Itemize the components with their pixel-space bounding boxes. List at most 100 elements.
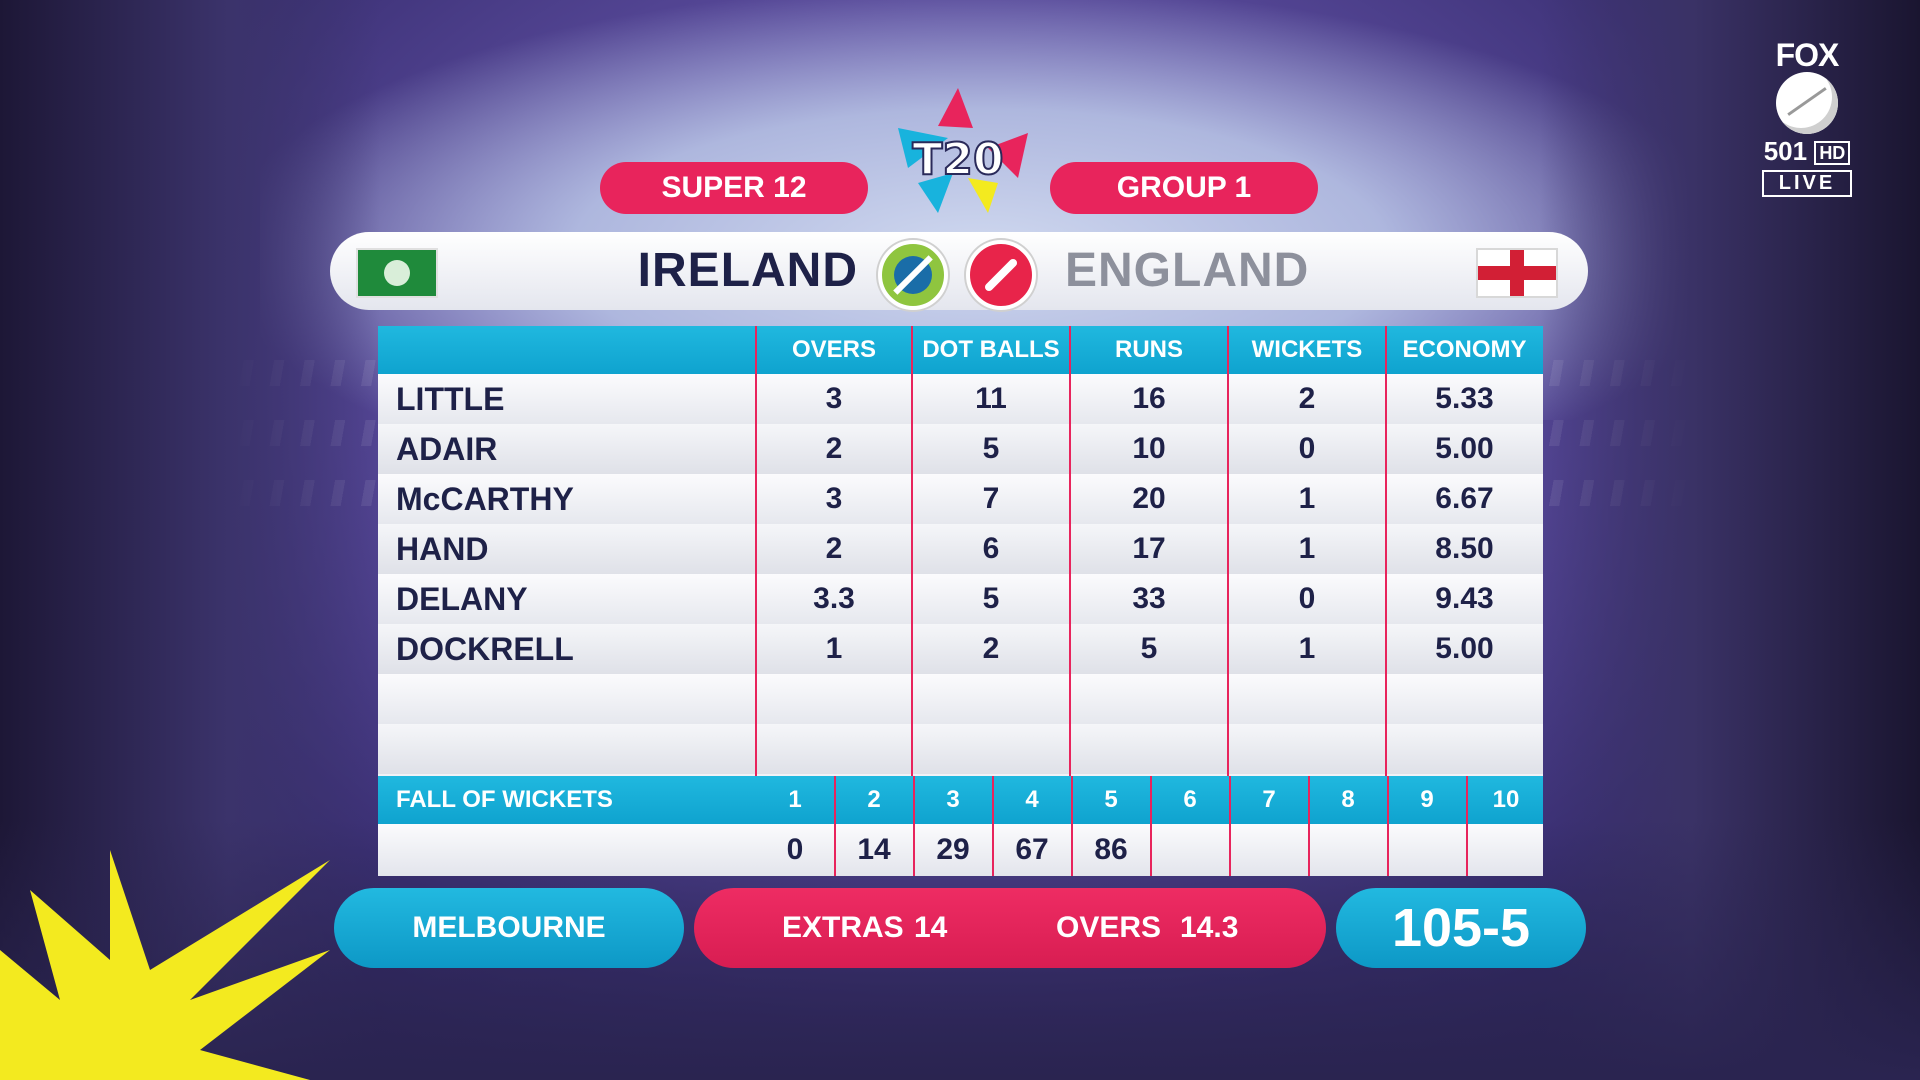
group-pill: GROUP 1: [1050, 162, 1318, 214]
overs-label: OVERS: [1056, 911, 1162, 944]
wicket-number: 10: [1492, 786, 1520, 813]
economy-cell: 5.00: [1435, 632, 1494, 665]
bowler-name: DELANY: [396, 581, 528, 617]
wicket-number: 7: [1262, 786, 1276, 813]
column-runs: RUNS: [1114, 336, 1183, 363]
overs-cell: 1: [825, 632, 843, 665]
table-row: DELANY 3.3 5 33 0 9.43: [378, 574, 1543, 624]
column-divider: [755, 326, 757, 876]
overs-cell: 2: [825, 432, 843, 465]
bowler-name: ADAIR: [396, 431, 498, 467]
bowling-figures-table: OVERS DOT BALLS RUNS WICKETS ECONOMY LIT…: [378, 326, 1543, 876]
fall-of-wickets-label: FALL OF WICKETS: [396, 786, 613, 813]
economy-cell: 8.50: [1435, 532, 1494, 565]
column-economy: ECONOMY: [1402, 336, 1527, 363]
column-wickets: WICKETS: [1251, 336, 1363, 363]
extras-overs-bar: EXTRAS 14 OVERS 14.3: [694, 888, 1326, 968]
dot-balls-cell: 5: [982, 582, 1000, 615]
column-divider: [1387, 776, 1389, 876]
fall-of-wickets-values: 0 14 29 67 86: [378, 824, 1543, 876]
table-row: McCARTHY 3 7 20 1 6.67: [378, 474, 1543, 524]
column-divider: [1069, 326, 1071, 876]
runs-cell: 33: [1132, 582, 1166, 615]
economy-cell: 5.00: [1435, 432, 1494, 465]
england-flag-icon: [1476, 248, 1558, 298]
overs-cell: 3: [825, 382, 843, 415]
ball-icon: [966, 240, 1036, 310]
wicket-score: 14: [857, 833, 891, 866]
live-badge: LIVE: [1762, 170, 1852, 198]
dot-balls-cell: 5: [982, 432, 1000, 465]
overs-value: 14.3: [1180, 911, 1239, 944]
teams-banner: IRELAND ENGLAND: [330, 232, 1588, 310]
ireland-flag-icon: [356, 248, 438, 298]
table-row: HAND 2 6 17 1 8.50: [378, 524, 1543, 574]
bat-icon: [878, 240, 948, 310]
quality-badge: HD: [1814, 141, 1851, 166]
wicket-score: [1151, 824, 1229, 876]
extras-label: EXTRAS: [782, 911, 904, 944]
runs-cell: 17: [1132, 532, 1166, 565]
wickets-cell: 2: [1298, 382, 1316, 415]
wickets-cell: 1: [1298, 532, 1316, 565]
fall-of-wickets-header: FALL OF WICKETS 1 2 3 4 5 6 7 8 9 10: [378, 776, 1543, 824]
cricket-ball-icon: [1776, 72, 1838, 134]
column-divider: [992, 776, 994, 876]
overs-cell: 3: [825, 482, 843, 515]
t20-world-cup-logo: T20: [898, 88, 1028, 213]
column-divider: [1308, 776, 1310, 876]
bowler-name: HAND: [396, 531, 489, 567]
extras-value: 14: [914, 911, 948, 944]
bowling-team-name: ENGLAND: [1065, 244, 1310, 297]
svg-text:T20: T20: [912, 134, 1003, 185]
column-overs: OVERS: [791, 336, 877, 363]
column-divider: [1071, 776, 1073, 876]
overs-cell: 2: [825, 532, 843, 565]
wicket-score: 0: [786, 833, 804, 866]
bowler-name: McCARTHY: [396, 481, 574, 517]
table-row: LITTLE 3 11 16 2 5.33: [378, 374, 1543, 424]
total-score: 105-5: [1336, 888, 1586, 968]
runs-cell: 16: [1132, 382, 1166, 415]
wicket-number: 8: [1341, 786, 1355, 813]
column-dot-balls: DOT BALLS: [922, 336, 1060, 363]
broadcaster-brand: FOX: [1775, 37, 1840, 73]
runs-cell: 20: [1132, 482, 1166, 515]
dot-balls-cell: 7: [982, 482, 1000, 515]
wicket-score: 67: [1015, 833, 1049, 866]
wicket-score: [1388, 824, 1466, 876]
wicket-score: 86: [1094, 833, 1128, 866]
wickets-cell: 0: [1298, 582, 1316, 615]
runs-cell: 10: [1132, 432, 1166, 465]
overs-cell: 3.3: [813, 582, 855, 615]
wicket-number: 2: [867, 786, 881, 813]
venue-pill: MELBOURNE: [334, 888, 684, 968]
column-divider: [1229, 776, 1231, 876]
column-divider: [913, 776, 915, 876]
bowler-name: DOCKRELL: [396, 631, 574, 667]
wickets-cell: 1: [1298, 632, 1316, 665]
table-row-empty: [378, 724, 1543, 774]
wickets-cell: 1: [1298, 482, 1316, 515]
dot-balls-cell: 11: [975, 382, 1007, 415]
channel-number: 501 HD: [1752, 138, 1862, 166]
column-divider: [1227, 326, 1229, 776]
column-divider: [834, 776, 836, 876]
wicket-number: 4: [1025, 786, 1039, 813]
economy-cell: 6.67: [1435, 482, 1494, 515]
wicket-number: 3: [946, 786, 960, 813]
wicket-score: 29: [936, 833, 970, 866]
column-divider: [1385, 326, 1387, 876]
bowler-name: LITTLE: [396, 381, 505, 417]
column-divider: [911, 326, 913, 776]
table-row: ADAIR 2 5 10 0 5.00: [378, 424, 1543, 474]
wicket-score: [1309, 824, 1387, 876]
runs-cell: 5: [1140, 632, 1158, 665]
table-row-empty: [378, 674, 1543, 724]
table-row: DOCKRELL 1 2 5 1 5.00: [378, 624, 1543, 674]
batting-team-name: IRELAND: [637, 244, 858, 297]
economy-cell: 9.43: [1435, 582, 1494, 615]
yellow-burst-graphic: [0, 850, 330, 1080]
column-divider: [1150, 776, 1152, 876]
